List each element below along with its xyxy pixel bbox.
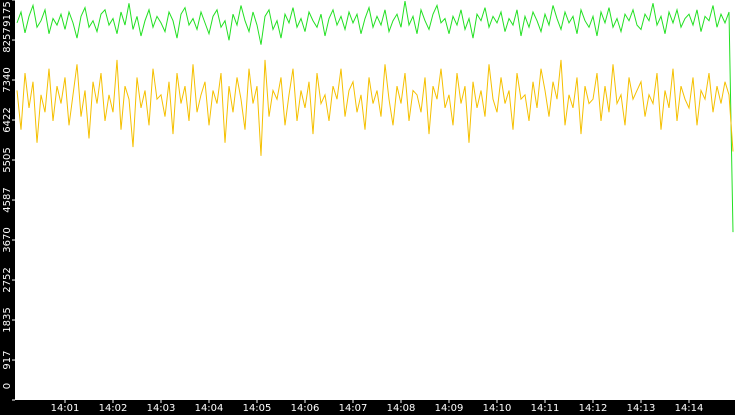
x-tick-label: 14:03 — [147, 403, 176, 414]
y-tick-label: 1835 — [2, 307, 13, 332]
series-line — [16, 1, 734, 233]
x-tick-label: 14:10 — [483, 403, 512, 414]
y-tick-label: 0 — [2, 383, 13, 389]
x-tick-label: 14:13 — [627, 403, 656, 414]
y-tick-label: 5505 — [2, 147, 13, 172]
x-tick-label: 14:09 — [435, 403, 464, 414]
y-tick-label: 6422 — [2, 107, 13, 132]
plot-area — [15, 0, 735, 400]
x-tick-label: 14:05 — [243, 403, 272, 414]
y-tick-label: 4587 — [2, 187, 13, 212]
y-tick-label: 8257 — [2, 27, 13, 52]
x-tick-label: 14:08 — [387, 403, 416, 414]
x-tick-label: 14:07 — [339, 403, 368, 414]
x-tick-label: 14:11 — [531, 403, 560, 414]
y-tick-label: 7340 — [2, 67, 13, 92]
x-tick-label: 14:06 — [291, 403, 320, 414]
x-tick-label: 14:04 — [195, 403, 224, 414]
x-tick-label: 14:14 — [675, 403, 704, 414]
x-tick-label: 14:12 — [579, 403, 608, 414]
x-tick-label: 14:01 — [51, 403, 80, 414]
x-tick-label: 14:02 — [99, 403, 128, 414]
y-tick-label: 3670 — [2, 227, 13, 252]
y-tick-label: 9175 — [2, 1, 13, 26]
series-line — [16, 59, 734, 156]
y-tick-label: 2752 — [2, 267, 13, 292]
y-tick-label: 917 — [2, 350, 13, 369]
